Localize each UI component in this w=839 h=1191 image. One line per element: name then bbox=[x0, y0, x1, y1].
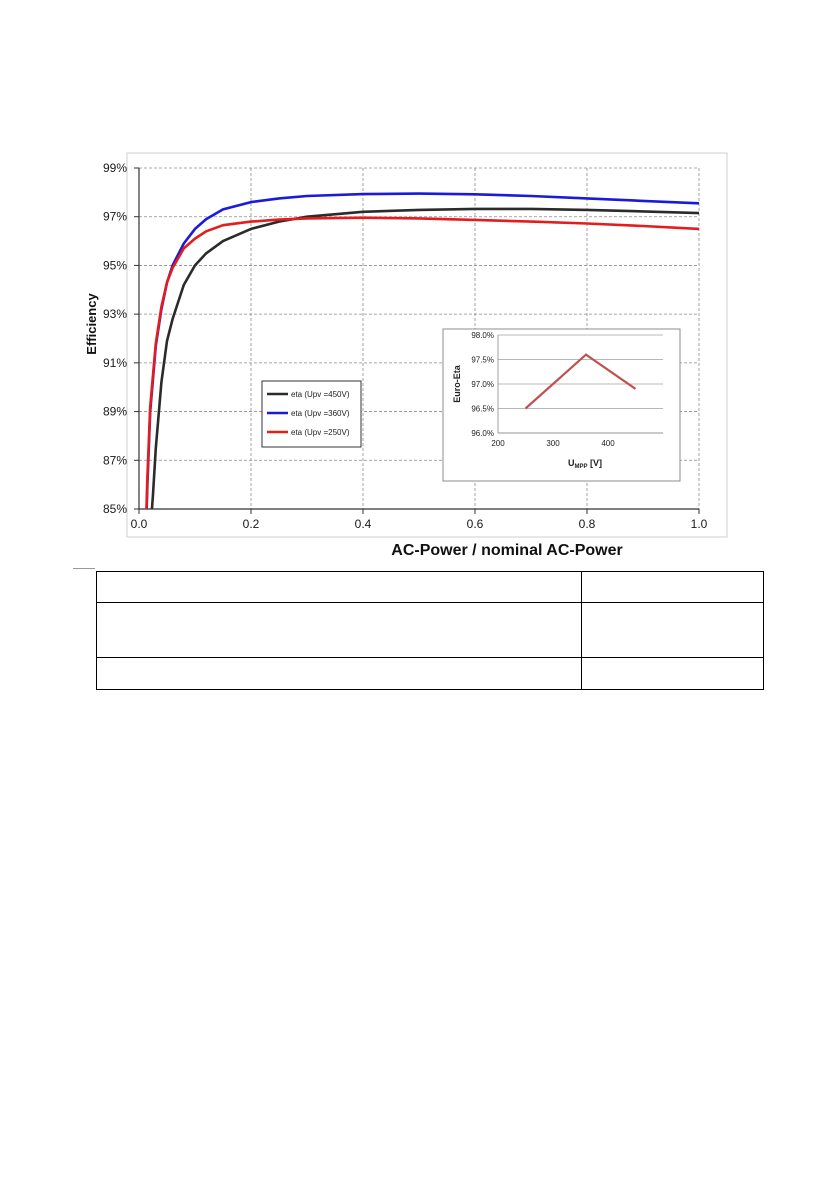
inset-x-tick-label: 300 bbox=[546, 439, 560, 448]
x-tick-label: 1.0 bbox=[691, 517, 708, 531]
data-table bbox=[96, 571, 764, 690]
inset-y-tick-label: 96.5% bbox=[471, 405, 494, 414]
y-tick-label: 97% bbox=[103, 210, 127, 224]
table-cell bbox=[581, 571, 764, 603]
y-tick-label: 87% bbox=[103, 453, 127, 467]
x-tick-label: 0.0 bbox=[131, 517, 148, 531]
series-line-3 bbox=[145, 216, 699, 509]
inset-x-tick-label: 200 bbox=[491, 439, 505, 448]
table-row bbox=[96, 602, 764, 658]
table-row bbox=[96, 657, 764, 690]
table-cell bbox=[96, 602, 582, 658]
table-cell bbox=[581, 657, 764, 690]
inset-x-title-suffix: [V] bbox=[588, 458, 603, 468]
y-tick-label: 85% bbox=[103, 502, 127, 516]
table-cell bbox=[96, 571, 582, 603]
legend-label: eta (Upv =360V) bbox=[291, 409, 350, 418]
divider bbox=[73, 568, 95, 569]
x-tick-label: 0.8 bbox=[579, 517, 596, 531]
x-tick-label: 0.6 bbox=[467, 517, 484, 531]
series-line-1 bbox=[150, 207, 699, 509]
inset-series-line bbox=[524, 353, 637, 410]
inset-y-tick-label: 96.0% bbox=[471, 429, 494, 438]
inset-y-tick-label: 97.0% bbox=[471, 380, 494, 389]
x-tick-label: 0.4 bbox=[355, 517, 372, 531]
inset-x-title-main: U bbox=[568, 458, 575, 468]
inset-y-axis-title: Euro-Eta bbox=[452, 364, 462, 402]
inset-y-tick-label: 97.5% bbox=[471, 356, 494, 365]
y-tick-label: 93% bbox=[103, 307, 127, 321]
y-axis-title: Efficiency bbox=[84, 293, 99, 355]
inset-border bbox=[442, 328, 681, 482]
x-tick-label: 0.2 bbox=[243, 517, 260, 531]
inset-y-tick-label: 98.0% bbox=[471, 331, 494, 340]
inset-x-tick-label: 400 bbox=[601, 439, 615, 448]
y-tick-label: 89% bbox=[103, 405, 127, 419]
table-row bbox=[96, 571, 764, 603]
table-cell bbox=[581, 602, 764, 658]
table-cell bbox=[96, 657, 582, 690]
inset-x-axis-title: UMPP [V] bbox=[568, 458, 602, 470]
x-axis-title: AC-Power / nominal AC-Power bbox=[391, 542, 622, 559]
efficiency-chart: 85% 87% 89% 91% 93% 95% 97% 99% 0.0 0.2 0.4 0.6 0.8 1… bbox=[84, 152, 728, 559]
legend-label: eta (Upv =450V) bbox=[291, 390, 350, 399]
y-tick-label: 91% bbox=[103, 356, 127, 370]
y-tick-label: 99% bbox=[103, 161, 127, 175]
legend-label: eta (Upv =250V) bbox=[291, 428, 350, 437]
inset-x-title-sub: MPP bbox=[574, 464, 587, 470]
y-tick-label: 95% bbox=[103, 258, 127, 272]
